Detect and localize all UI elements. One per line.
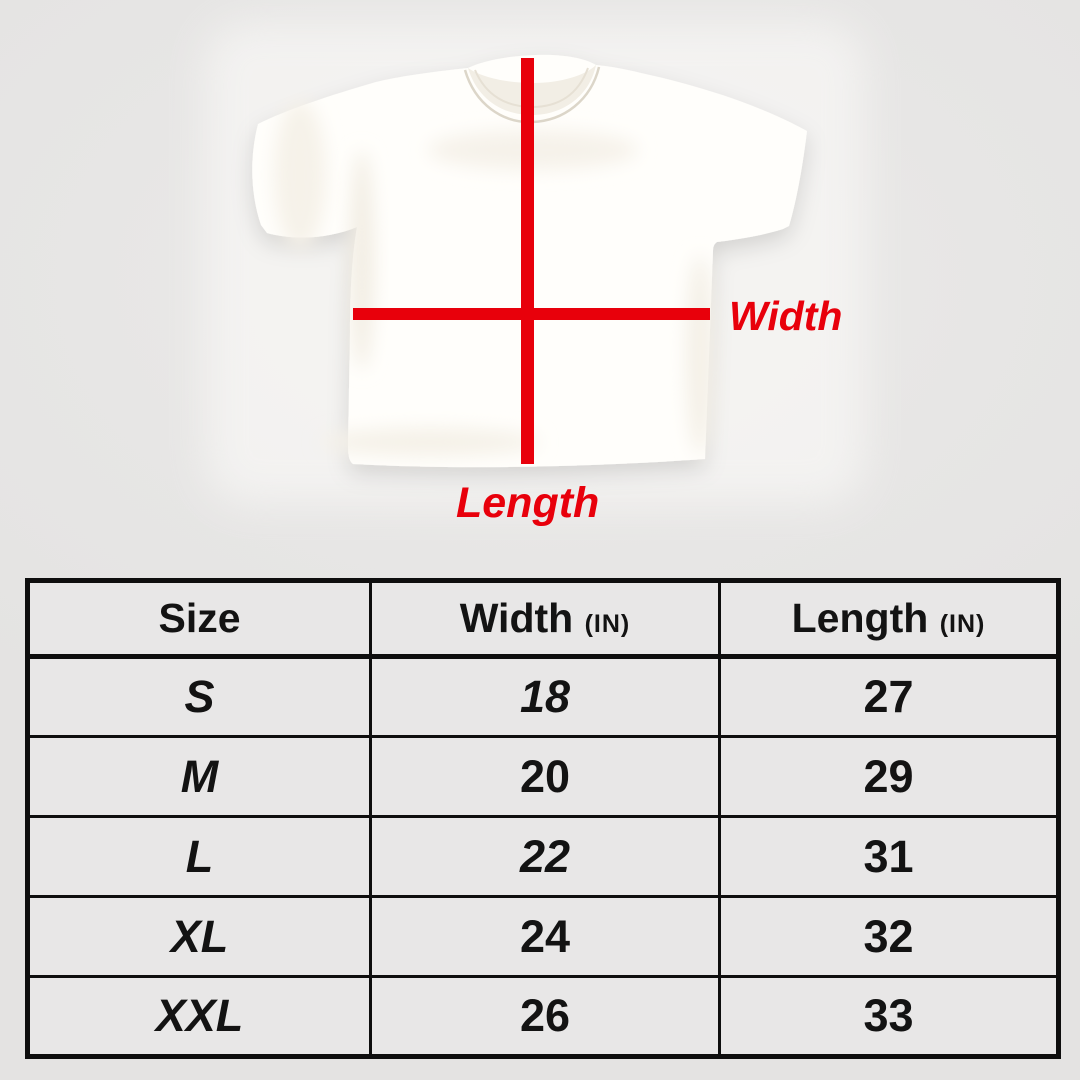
size-table: Size Width (IN) Length (IN) S 18 27 M bbox=[25, 578, 1061, 1059]
measurement-diagram: Width Length bbox=[205, 22, 865, 527]
column-header-width-label: Width bbox=[459, 595, 574, 641]
tshirt-graphic bbox=[205, 22, 865, 504]
length-cell: 31 bbox=[718, 815, 1060, 898]
size-cell: L bbox=[26, 815, 372, 898]
column-header-width: Width (IN) bbox=[369, 579, 721, 659]
fabric-shading bbox=[274, 100, 714, 456]
table-row: XXL 26 33 bbox=[26, 975, 1060, 1058]
table-row: S 18 27 bbox=[26, 655, 1060, 738]
length-cell: 33 bbox=[718, 975, 1060, 1058]
length-cell: 29 bbox=[718, 735, 1060, 818]
column-header-size: Size bbox=[26, 579, 372, 659]
width-label: Width bbox=[729, 293, 843, 339]
width-cell: 24 bbox=[369, 895, 721, 978]
column-header-length: Length (IN) bbox=[718, 579, 1060, 659]
table-row: XL 24 32 bbox=[26, 895, 1060, 978]
length-cell: 32 bbox=[718, 895, 1060, 978]
width-cell: 22 bbox=[369, 815, 721, 898]
table-row: M 20 29 bbox=[26, 735, 1060, 818]
column-header-size-label: Size bbox=[158, 595, 241, 641]
table-header-row: Size Width (IN) Length (IN) bbox=[26, 579, 1060, 659]
length-cell: 27 bbox=[718, 655, 1060, 738]
width-cell: 26 bbox=[369, 975, 721, 1058]
size-cell: S bbox=[26, 655, 372, 738]
size-cell: M bbox=[26, 735, 372, 818]
length-label: Length bbox=[456, 479, 600, 527]
width-cell: 18 bbox=[369, 655, 721, 738]
width-measure-line bbox=[353, 308, 710, 320]
size-cell: XL bbox=[26, 895, 372, 978]
width-cell: 20 bbox=[369, 735, 721, 818]
column-header-length-label: Length bbox=[791, 595, 929, 641]
length-measure-line bbox=[521, 58, 534, 464]
column-header-width-unit: (IN) bbox=[584, 610, 631, 638]
column-header-length-unit: (IN) bbox=[939, 610, 986, 638]
table-row: L 22 31 bbox=[26, 815, 1060, 898]
size-cell: XXL bbox=[26, 975, 372, 1058]
